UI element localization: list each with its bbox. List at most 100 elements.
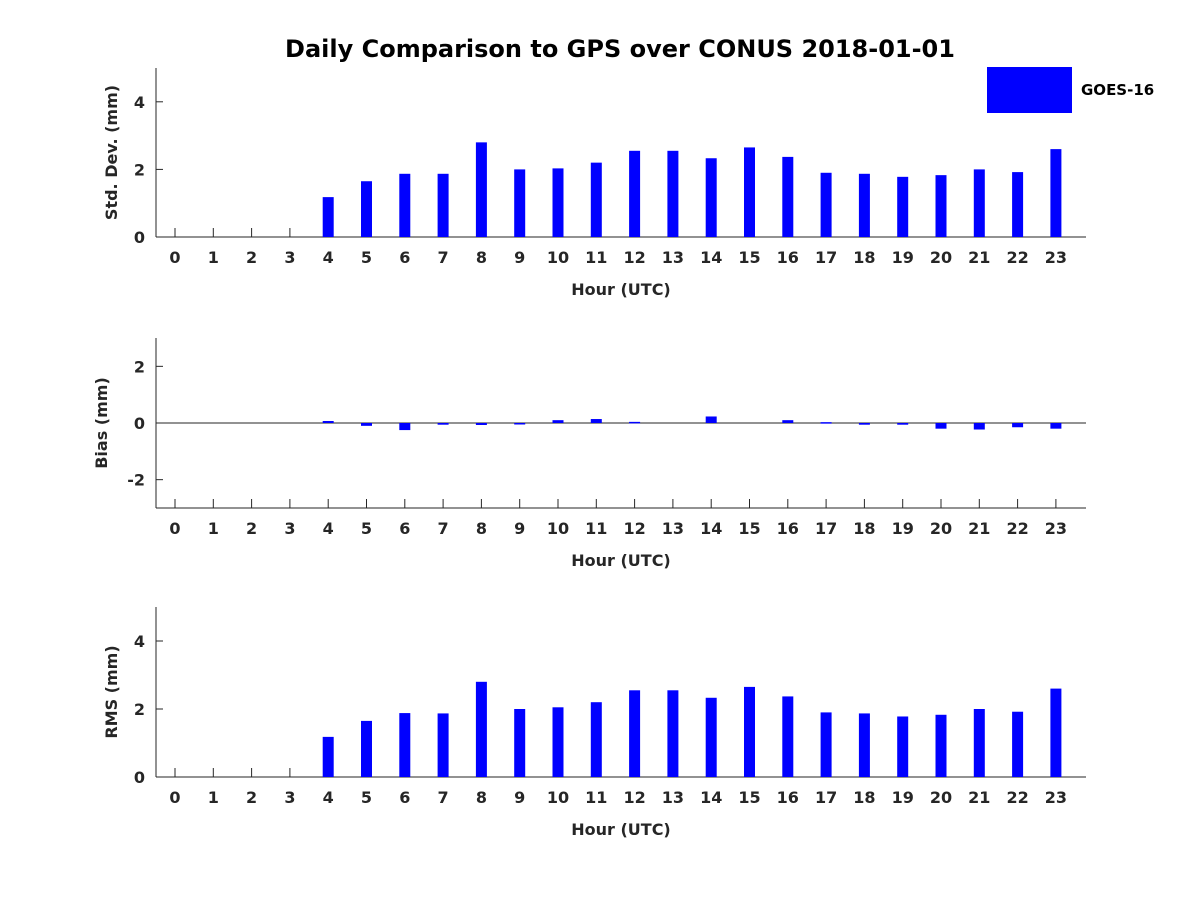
bar xyxy=(590,162,602,237)
bar xyxy=(1050,688,1062,777)
bar xyxy=(361,181,372,237)
x-tick-label: 4 xyxy=(323,248,334,267)
x-tick-label: 11 xyxy=(585,788,607,807)
bar xyxy=(475,423,487,425)
bar xyxy=(705,697,717,777)
x-tick-label: 10 xyxy=(547,248,569,267)
legend: GOES-16 xyxy=(987,67,1154,113)
bar xyxy=(897,423,909,425)
x-tick-label: 21 xyxy=(968,248,990,267)
bar xyxy=(897,716,909,777)
x-tick-label: 16 xyxy=(777,788,799,807)
x-tick-label: 16 xyxy=(777,248,799,267)
bar xyxy=(973,169,985,237)
bar xyxy=(935,423,947,429)
bar xyxy=(552,707,564,777)
x-tick-label: 7 xyxy=(438,519,449,538)
x-tick-label: 15 xyxy=(738,519,760,538)
x-tick-label: 20 xyxy=(930,788,952,807)
bar xyxy=(629,421,641,424)
y-tick-label: 2 xyxy=(134,700,145,719)
y-tick-label: 0 xyxy=(134,768,145,787)
x-tick-label: 4 xyxy=(323,788,334,807)
bar xyxy=(705,158,717,237)
x-tick-label: 11 xyxy=(585,248,607,267)
x-axis-label: Hour (UTC) xyxy=(571,551,671,570)
chart-title: Daily Comparison to GPS over CONUS 2018-… xyxy=(285,35,955,63)
x-tick-label: 17 xyxy=(815,519,837,538)
bar xyxy=(590,702,602,777)
bar xyxy=(590,419,602,423)
y-tick-label: -2 xyxy=(127,471,145,490)
x-tick-label: 20 xyxy=(930,248,952,267)
x-tick-label: 22 xyxy=(1006,248,1028,267)
x-tick-label: 1 xyxy=(208,788,219,807)
x-tick-label: 2 xyxy=(246,788,257,807)
x-tick-label: 6 xyxy=(399,788,410,807)
bar xyxy=(322,197,334,237)
x-tick-label: 5 xyxy=(361,248,372,267)
x-tick-label: 1 xyxy=(208,248,219,267)
x-tick-label: 3 xyxy=(284,519,295,538)
x-tick-label: 18 xyxy=(853,519,875,538)
x-tick-label: 2 xyxy=(246,519,257,538)
x-tick-label: 11 xyxy=(585,519,607,538)
x-tick-label: 18 xyxy=(853,248,875,267)
bar xyxy=(820,172,832,237)
bar xyxy=(1012,172,1024,237)
x-tick-label: 15 xyxy=(738,788,760,807)
x-tick-label: 23 xyxy=(1045,519,1067,538)
x-tick-label: 14 xyxy=(700,248,722,267)
x-tick-label: 5 xyxy=(361,788,372,807)
bar xyxy=(399,713,411,777)
x-tick-label: 16 xyxy=(777,519,799,538)
y-tick-label: 2 xyxy=(134,357,145,376)
bar xyxy=(437,713,449,777)
bar xyxy=(1050,149,1062,237)
x-tick-label: 1 xyxy=(208,519,219,538)
bar xyxy=(322,421,334,423)
bar xyxy=(399,173,411,237)
x-tick-label: 19 xyxy=(892,248,914,267)
x-tick-label: 0 xyxy=(169,788,180,807)
x-tick-label: 12 xyxy=(623,519,645,538)
x-tick-label: 0 xyxy=(169,519,180,538)
x-tick-label: 17 xyxy=(815,248,837,267)
x-tick-label: 19 xyxy=(892,788,914,807)
bar xyxy=(705,416,717,423)
bar xyxy=(437,173,449,237)
bar xyxy=(782,696,794,777)
x-tick-label: 3 xyxy=(284,788,295,807)
x-tick-label: 14 xyxy=(700,788,722,807)
x-axis-label: Hour (UTC) xyxy=(571,820,671,839)
bar xyxy=(667,690,679,777)
x-tick-label: 22 xyxy=(1006,788,1028,807)
x-tick-label: 20 xyxy=(930,519,952,538)
x-tick-label: 21 xyxy=(968,519,990,538)
x-tick-label: 15 xyxy=(738,248,760,267)
x-tick-label: 13 xyxy=(662,788,684,807)
x-tick-label: 4 xyxy=(323,519,334,538)
y-tick-label: 4 xyxy=(134,93,145,112)
x-tick-label: 8 xyxy=(476,788,487,807)
y-axis-label: RMS (mm) xyxy=(102,645,121,738)
y-tick-label: 4 xyxy=(134,632,145,651)
x-tick-label: 2 xyxy=(246,248,257,267)
x-tick-label: 6 xyxy=(399,248,410,267)
bar xyxy=(935,175,947,237)
x-tick-label: 17 xyxy=(815,788,837,807)
bar xyxy=(322,736,334,777)
bar xyxy=(744,147,755,237)
bar xyxy=(667,150,679,237)
legend-swatch xyxy=(987,67,1072,113)
bar xyxy=(858,713,870,777)
bar xyxy=(399,423,411,431)
x-axis-label: Hour (UTC) xyxy=(571,280,671,299)
bar xyxy=(820,712,832,777)
bar xyxy=(514,709,526,777)
x-tick-label: 23 xyxy=(1045,788,1067,807)
